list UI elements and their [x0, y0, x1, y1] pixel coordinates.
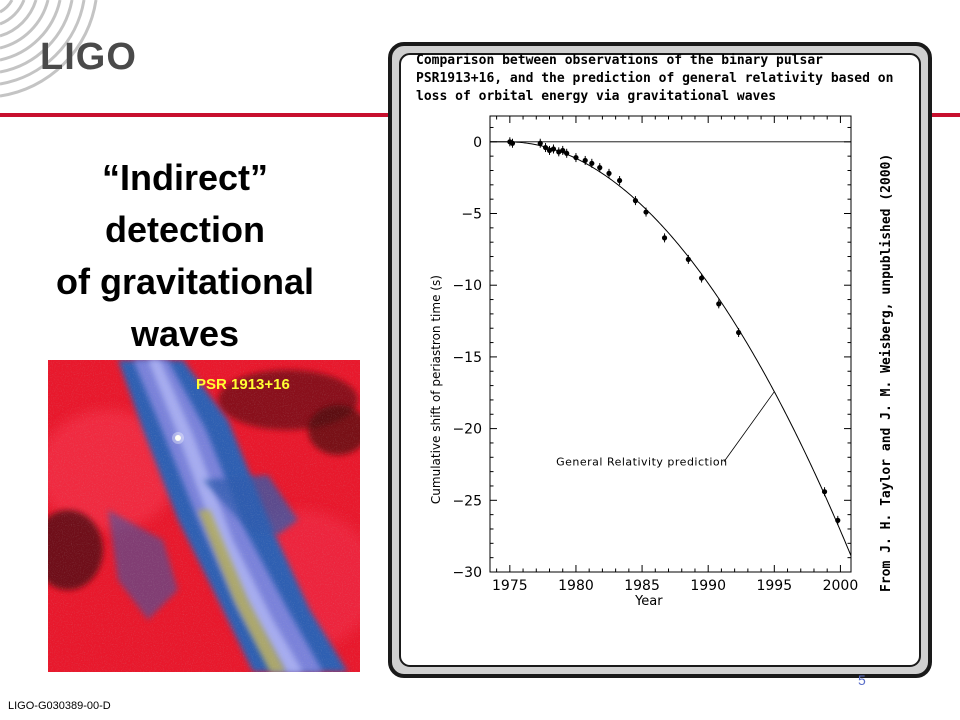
- data-point: [821, 489, 828, 495]
- data-point: [643, 209, 649, 215]
- figure-credit: From J. H. Taylor and J. M. Weisberg, un…: [879, 154, 894, 592]
- x-tick-label: 1985: [624, 578, 660, 594]
- figure-caption-line: Comparison between observations of the b…: [416, 53, 823, 68]
- data-point: [537, 140, 543, 146]
- slide-title-line: of gravitational: [55, 261, 315, 302]
- plot-area: [489, 115, 852, 573]
- logo-arcs-icon: [0, 0, 98, 98]
- data-point: [661, 235, 668, 241]
- data-point: [589, 160, 595, 166]
- logo-text: LIGO: [40, 36, 137, 78]
- figure-caption-line: PSR1913+16, and the prediction of genera…: [416, 71, 893, 86]
- x-tick-label: 1995: [756, 578, 792, 594]
- annotation-label: General Relativity prediction: [556, 456, 728, 469]
- y-tick-label: −10: [452, 278, 482, 294]
- data-point: [597, 165, 603, 171]
- y-tick-label: −15: [452, 350, 482, 366]
- data-point: [509, 140, 516, 146]
- x-tick-label: 2000: [823, 578, 859, 594]
- data-point: [573, 154, 579, 161]
- figure-caption-line: loss of orbital energy via gravitational…: [416, 89, 776, 104]
- data-point: [550, 146, 557, 152]
- data-point: [736, 329, 742, 336]
- document-id: LIGO-G030389-00-D: [8, 700, 111, 712]
- x-tick-label: 1980: [558, 578, 594, 594]
- data-point: [616, 177, 623, 184]
- slide-title-line: detection: [104, 209, 265, 250]
- slide-title: “Indirect” detection of gravitational wa…: [10, 152, 360, 360]
- y-tick-label: −20: [452, 422, 482, 438]
- data-point: [556, 149, 562, 155]
- header-logo-area: LIGO: [0, 0, 380, 115]
- data-point: [564, 150, 570, 156]
- pulsar-label: PSR 1913+16: [196, 376, 290, 393]
- data-point: [606, 170, 612, 176]
- data-point: [582, 157, 588, 164]
- y-tick-label: −30: [452, 565, 482, 581]
- periastron-shift-figure: Comparison between observations of the b…: [388, 42, 932, 678]
- data-point: [632, 198, 639, 204]
- x-tick-label: 1990: [690, 578, 726, 594]
- pulsar-sky-picture: [48, 360, 360, 672]
- data-point: [716, 301, 722, 307]
- y-tick-label: −25: [452, 493, 482, 509]
- slide-title-line: waves: [130, 313, 240, 354]
- data-point: [835, 517, 841, 523]
- x-axis-label: Year: [634, 594, 663, 609]
- data-point: [542, 144, 549, 151]
- y-tick-label: 0: [473, 135, 482, 151]
- x-tick-label: 1975: [492, 578, 528, 594]
- y-axis-label: Cumulative shift of periastron time (s): [429, 275, 443, 504]
- data-point: [560, 147, 566, 154]
- annotation-leader-line: [723, 391, 775, 462]
- y-tick-label: −5: [461, 207, 482, 223]
- pulsar-sky-image: PSR 1913+16: [48, 360, 360, 672]
- data-point: [698, 275, 705, 281]
- slide-title-line: “Indirect”: [101, 157, 269, 198]
- data-point: [546, 147, 553, 154]
- page-number: 5: [858, 672, 866, 688]
- data-point: [685, 256, 691, 262]
